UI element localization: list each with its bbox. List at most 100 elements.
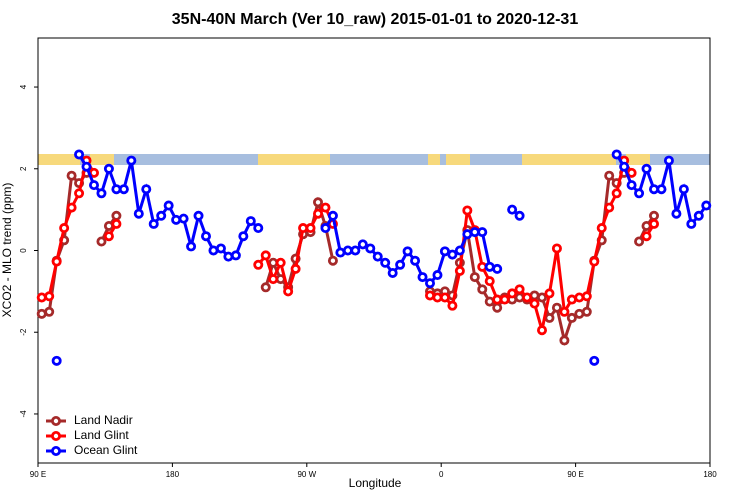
point xyxy=(290,263,301,274)
point xyxy=(402,246,413,257)
point xyxy=(507,204,518,215)
point xyxy=(589,355,600,366)
point xyxy=(320,223,331,234)
point xyxy=(350,245,361,256)
land-strip xyxy=(428,154,440,165)
point xyxy=(454,245,465,256)
point xyxy=(44,306,55,317)
point xyxy=(238,231,249,242)
point xyxy=(678,184,689,195)
y-tick-label: -2 xyxy=(19,328,28,336)
point xyxy=(581,306,592,317)
point xyxy=(649,218,660,229)
point xyxy=(103,231,114,242)
point xyxy=(477,227,488,238)
point xyxy=(126,155,137,166)
point xyxy=(215,243,226,254)
land-strip xyxy=(258,154,330,165)
point xyxy=(178,213,189,224)
x-tick-label: 180 xyxy=(166,470,180,479)
point xyxy=(320,202,331,213)
point xyxy=(410,255,421,266)
point xyxy=(604,170,615,181)
legend-marker xyxy=(51,430,62,441)
point xyxy=(275,257,286,268)
point xyxy=(611,188,622,199)
point xyxy=(469,272,480,283)
land-strip xyxy=(626,154,650,165)
point xyxy=(59,223,70,234)
point xyxy=(103,163,114,174)
y-tick-label: 4 xyxy=(19,84,28,89)
legend-label: Land Glint xyxy=(74,428,129,442)
point xyxy=(574,292,585,303)
point xyxy=(81,161,92,172)
point xyxy=(507,288,518,299)
point xyxy=(96,236,107,247)
point xyxy=(36,292,47,303)
point xyxy=(447,249,458,260)
point xyxy=(163,200,174,211)
point xyxy=(492,302,503,313)
point xyxy=(111,218,122,229)
point xyxy=(327,255,338,266)
point xyxy=(74,149,85,160)
ocean-strip xyxy=(38,154,710,165)
point xyxy=(596,223,607,234)
y-tick-label: 0 xyxy=(19,248,28,253)
land-strip xyxy=(446,154,470,165)
point xyxy=(268,274,279,285)
point xyxy=(118,184,129,195)
point xyxy=(484,276,495,287)
x-axis-label: Longitude xyxy=(349,476,402,490)
point xyxy=(514,210,525,221)
legend-marker xyxy=(51,445,62,456)
point xyxy=(89,180,100,191)
point xyxy=(671,208,682,219)
point xyxy=(96,188,107,199)
point xyxy=(551,302,562,313)
point xyxy=(529,298,540,309)
point xyxy=(253,259,264,270)
point xyxy=(559,306,570,317)
point xyxy=(447,300,458,311)
point xyxy=(380,257,391,268)
point xyxy=(522,292,533,303)
point xyxy=(477,284,488,295)
point xyxy=(66,202,77,213)
point xyxy=(686,218,697,229)
point xyxy=(424,278,435,289)
point xyxy=(327,210,338,221)
point xyxy=(544,312,555,323)
chart-title: 35N-40N March (Ver 10_raw) 2015-01-01 to… xyxy=(172,11,579,28)
point xyxy=(663,155,674,166)
point xyxy=(701,200,712,211)
point xyxy=(581,291,592,302)
point xyxy=(141,184,152,195)
point xyxy=(656,184,667,195)
point xyxy=(693,210,704,221)
y-axis-label: XCO2 - MLO trend (ppm) xyxy=(0,183,14,318)
point xyxy=(537,325,548,336)
point xyxy=(260,250,271,261)
legend-marker xyxy=(51,415,62,426)
point xyxy=(111,210,122,221)
point xyxy=(44,291,55,302)
point xyxy=(634,236,645,247)
point xyxy=(171,214,182,225)
point xyxy=(66,170,77,181)
point xyxy=(544,288,555,299)
series xyxy=(51,149,712,366)
point xyxy=(514,284,525,295)
point xyxy=(372,251,383,262)
point xyxy=(223,251,234,262)
point xyxy=(432,270,443,281)
point xyxy=(626,180,637,191)
point xyxy=(395,259,406,270)
point xyxy=(74,188,85,199)
point xyxy=(604,202,615,213)
series xyxy=(36,155,660,336)
point xyxy=(148,218,159,229)
